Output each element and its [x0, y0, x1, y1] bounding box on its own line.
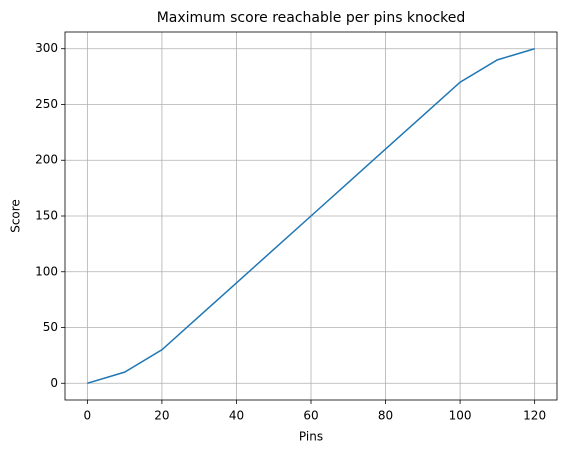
- x-tick-label: 80: [378, 409, 393, 423]
- x-tick-label: 120: [523, 409, 546, 423]
- x-tick-label: 40: [229, 409, 244, 423]
- x-tick-label: 0: [84, 409, 92, 423]
- x-axis-label: Pins: [299, 430, 323, 444]
- x-tick-label: 60: [303, 409, 318, 423]
- y-tick-label: 300: [35, 41, 58, 55]
- x-tick-label: 20: [154, 409, 169, 423]
- y-axis-label: Score: [9, 199, 23, 233]
- y-tick-label: 250: [35, 97, 58, 111]
- y-tick-label: 150: [35, 209, 58, 223]
- y-tick-label: 200: [35, 153, 58, 167]
- line-series: [87, 48, 535, 384]
- plot-frame: [64, 31, 558, 401]
- y-tick-label: 0: [50, 376, 58, 390]
- chart-title: Maximum score reachable per pins knocked: [157, 10, 466, 26]
- y-tick-label: 100: [35, 264, 58, 278]
- y-tick-label: 50: [43, 320, 58, 334]
- x-tick-label: 100: [449, 409, 472, 423]
